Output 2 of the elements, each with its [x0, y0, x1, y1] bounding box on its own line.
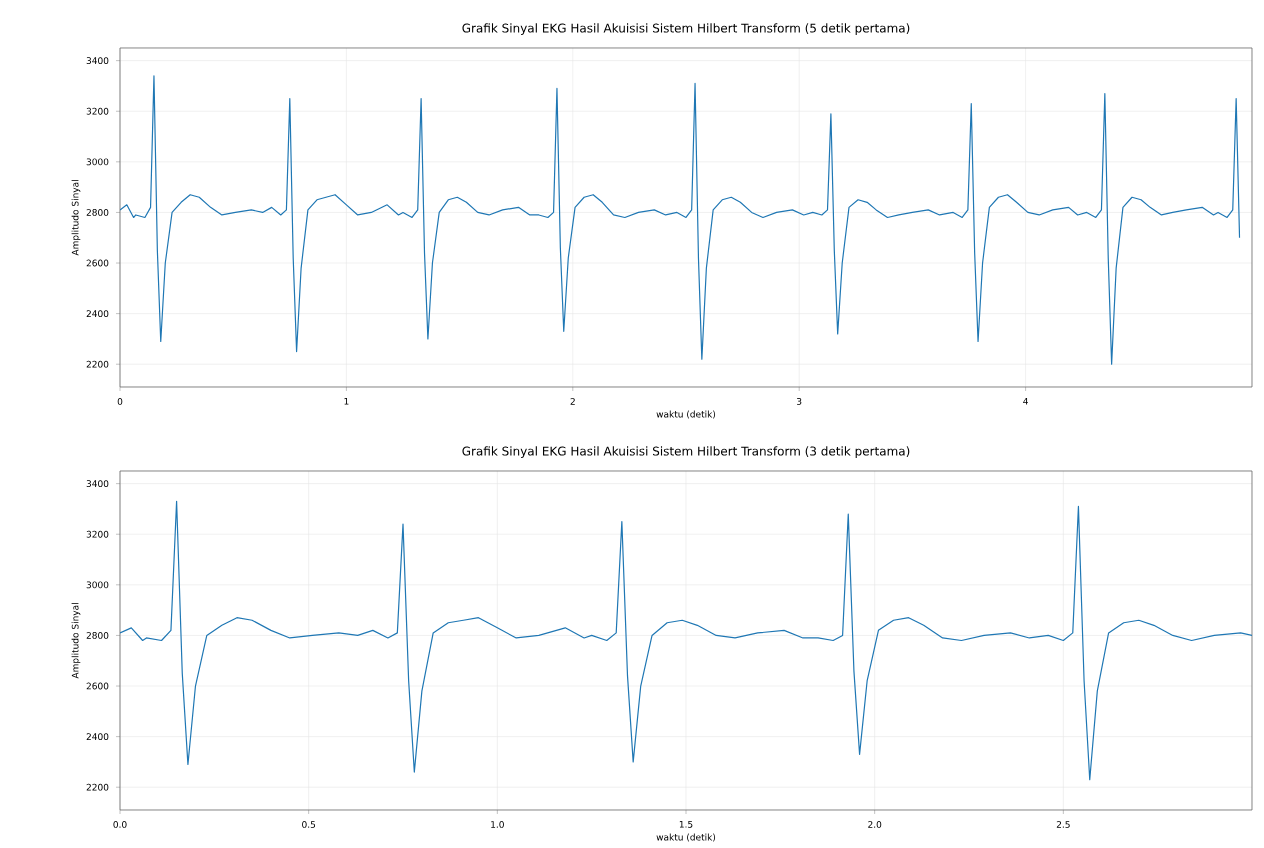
line-series	[120, 75, 1241, 365]
line-series	[120, 500, 1252, 781]
